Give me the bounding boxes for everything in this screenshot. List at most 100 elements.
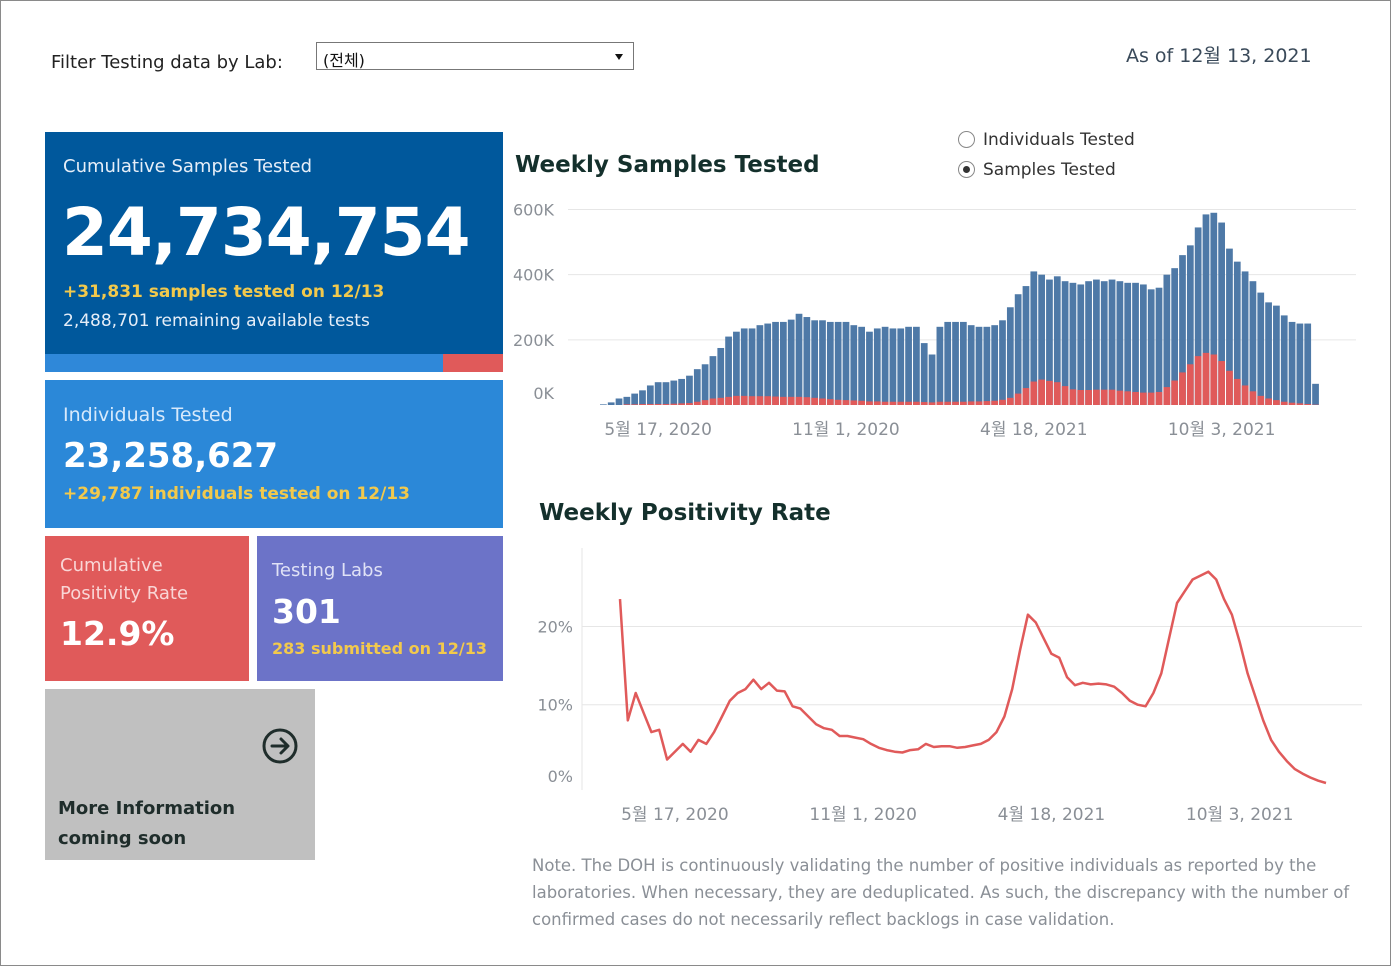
bar-positive [944, 401, 952, 405]
bar-samples [842, 321, 850, 405]
bar-positive [999, 399, 1006, 405]
bar-samples [787, 319, 795, 405]
bar-samples [1132, 282, 1139, 405]
bar-positive [1226, 370, 1233, 405]
bar-samples [1304, 323, 1312, 405]
individuals-tested-title: Individuals Tested [63, 404, 233, 426]
bar-samples [920, 343, 928, 405]
remaining-tests: 2,488,701 remaining available tests [63, 311, 370, 331]
bar-positive [646, 404, 654, 405]
bar-samples [1273, 305, 1280, 405]
bar-samples [1022, 286, 1030, 405]
bar-samples [600, 404, 607, 405]
arrow-circle-right-icon[interactable] [261, 727, 299, 765]
bar-positive [662, 404, 670, 405]
bar-positive [740, 395, 748, 405]
bar-positive [1022, 388, 1030, 405]
bar-samples [866, 331, 873, 405]
bar-positive [772, 396, 779, 405]
bar-samples [1241, 271, 1249, 405]
bar-positive [975, 401, 983, 405]
bar-samples [803, 317, 811, 405]
bar-positive [717, 397, 725, 405]
bar-positive [1132, 391, 1139, 405]
bar-positive [670, 403, 678, 405]
bar-positive [1147, 392, 1155, 405]
y-tick-label: 0K [533, 384, 554, 403]
bar-samples [1210, 212, 1218, 405]
y-tick-label: 0% [548, 767, 573, 786]
bar-samples [756, 325, 764, 405]
lab-filter-dropdown[interactable]: (전체) [316, 42, 634, 70]
bar-samples [1186, 245, 1194, 405]
bar-positive [873, 401, 881, 405]
cumulative-samples-card: Cumulative Samples Tested 24,734,754 +31… [45, 132, 503, 354]
bar-positive [1030, 381, 1038, 405]
bar-samples [1194, 227, 1202, 405]
bar-samples [1280, 315, 1288, 405]
bar-samples [913, 326, 920, 405]
bar-positive [631, 404, 639, 405]
bar-positive [623, 404, 631, 405]
bar-positive [748, 396, 756, 405]
bar-positive [1288, 402, 1296, 405]
bar-positive [1280, 401, 1288, 405]
radio-icon[interactable] [958, 161, 975, 178]
toggle-label: Individuals Tested [983, 130, 1135, 150]
x-tick-label: 10월 3, 2021 [1186, 805, 1294, 825]
toggle-individuals-tested[interactable]: Individuals Tested [958, 130, 1135, 150]
bar-positive [709, 398, 717, 405]
bar-positive [1171, 380, 1179, 405]
bar-samples [1038, 274, 1045, 405]
bar-samples [1061, 281, 1069, 405]
bar-positive [733, 395, 740, 405]
bar-positive [1140, 392, 1147, 405]
bar-positive [654, 404, 662, 405]
weekly-samples-chart: 0K 200K 400K 600K 5월 17, 2020 11월 1, 2020 4월 1… [513, 201, 1356, 440]
bar-samples [1116, 281, 1124, 405]
bar-samples [701, 364, 709, 405]
bar-samples [1202, 214, 1210, 405]
x-tick-label: 10월 3, 2021 [1168, 420, 1276, 440]
x-tick-label: 11월 1, 2020 [809, 805, 917, 825]
bar-samples [873, 328, 881, 405]
bar-samples [1288, 321, 1296, 405]
more-info-label: More Information coming soon [58, 798, 236, 849]
bar-positive [1273, 400, 1280, 405]
bar-samples [1077, 284, 1085, 405]
toggle-samples-tested[interactable]: Samples Tested [958, 160, 1116, 180]
bar-positive [1155, 391, 1163, 405]
bar-positive [952, 401, 959, 405]
bar-samples [897, 328, 905, 405]
bar-positive [1186, 364, 1194, 405]
bar-positive [1014, 393, 1022, 405]
bar-samples [764, 323, 772, 405]
bar-samples [905, 326, 912, 405]
bar-samples [850, 325, 858, 405]
bar-samples [1312, 383, 1319, 405]
filter-label: Filter Testing data by Lab: [51, 52, 283, 73]
bar-positive [1257, 395, 1265, 405]
individuals-tested-card: Individuals Tested 23,258,627 +29,787 in… [45, 380, 503, 528]
lab-filter-value: (전체) [323, 51, 365, 70]
positivity-rate-value: 12.9% [60, 614, 175, 653]
bar-positive [1179, 372, 1186, 405]
bar-samples [1249, 281, 1257, 405]
bar-positive [1116, 390, 1124, 405]
bar-samples [991, 325, 999, 405]
radio-icon[interactable] [958, 131, 975, 148]
bar-samples [678, 378, 685, 405]
bar-samples [740, 328, 748, 405]
bar-positive [967, 401, 975, 405]
bar-positive [1046, 380, 1053, 405]
bar-positive [764, 396, 772, 405]
bar-samples [772, 321, 779, 405]
bar-samples [1218, 222, 1225, 405]
bar-positive [1077, 390, 1085, 405]
bar-samples [709, 356, 717, 405]
bar-positive [1006, 397, 1014, 405]
bar-samples [1140, 284, 1147, 405]
more-info-card[interactable]: More Information coming soon [45, 689, 315, 860]
weekly-samples-title: Weekly Samples Tested [515, 152, 820, 178]
cumulative-samples-value: 24,734,754 [62, 194, 471, 271]
